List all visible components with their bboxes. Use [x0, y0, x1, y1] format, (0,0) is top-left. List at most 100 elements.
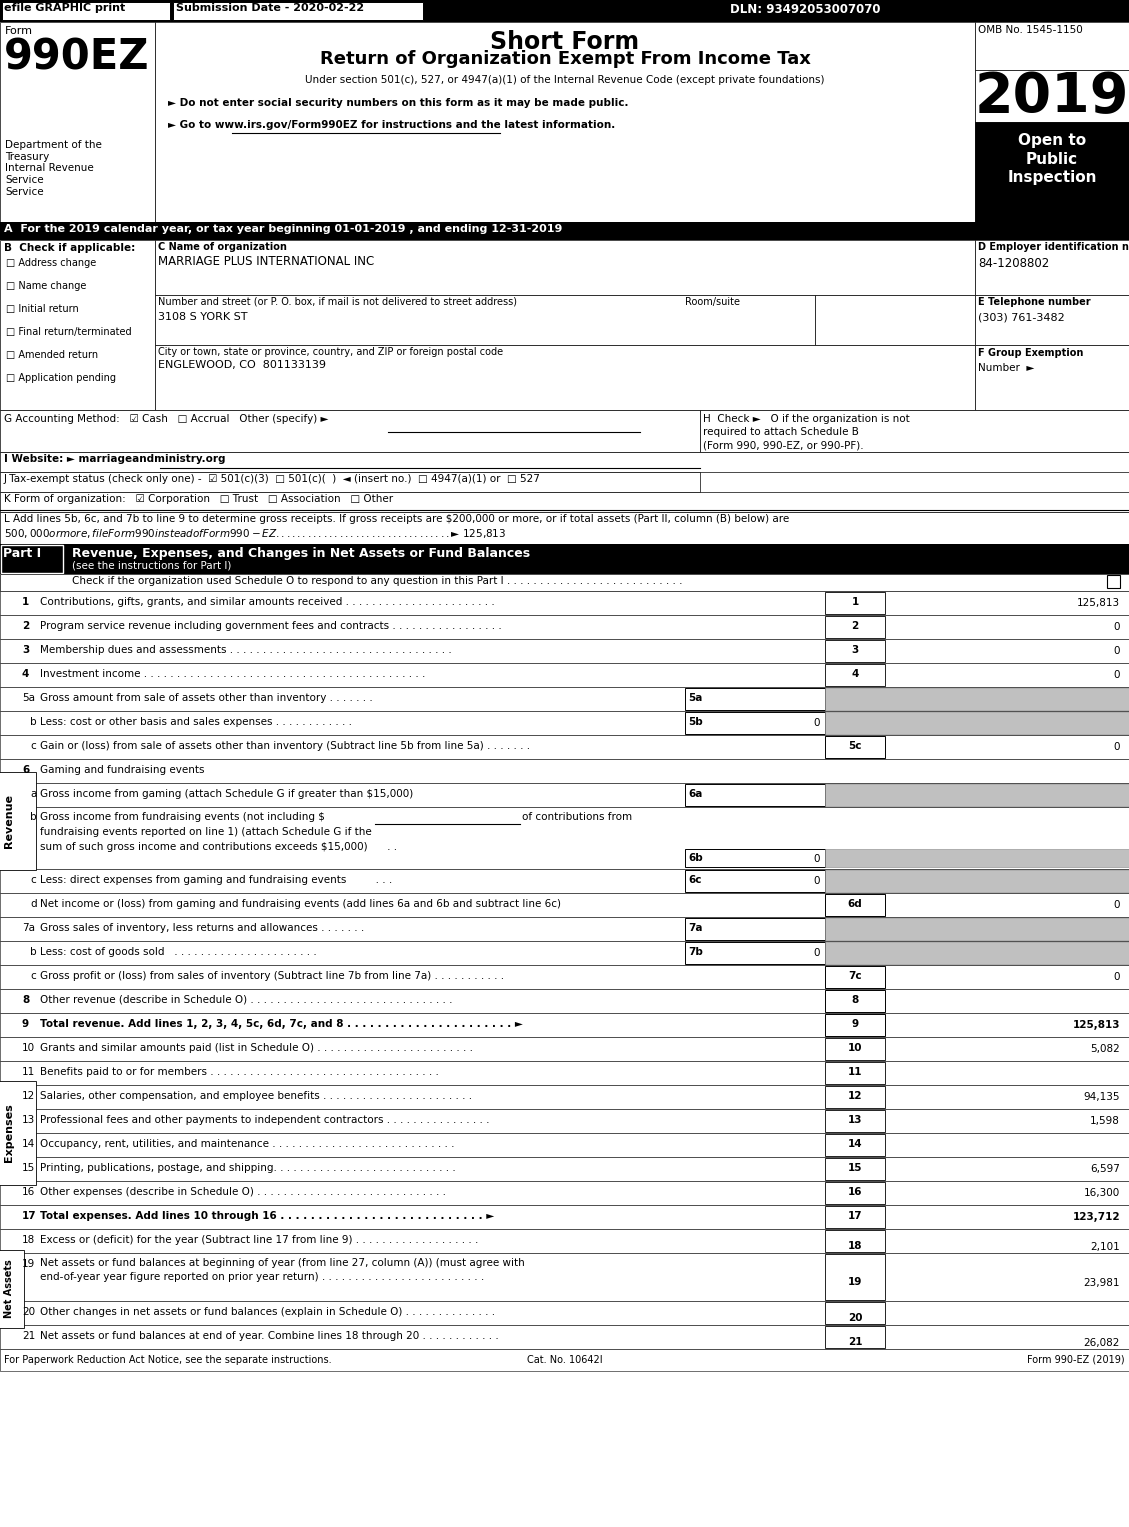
Text: Membership dues and assessments . . . . . . . . . . . . . . . . . . . . . . . . : Membership dues and assessments . . . . …	[40, 644, 452, 655]
Text: Professional fees and other payments to independent contractors . . . . . . . . : Professional fees and other payments to …	[40, 1115, 490, 1125]
Bar	[685, 942, 825, 964]
Bar	[685, 689, 825, 710]
Bar	[0, 806, 1129, 869]
Text: 12: 12	[848, 1090, 863, 1101]
Text: 123,712: 123,712	[1073, 1212, 1120, 1222]
Bar	[825, 592, 885, 614]
Bar	[825, 1110, 885, 1132]
Text: Number  ►: Number ►	[978, 363, 1034, 373]
Text: 8: 8	[851, 996, 859, 1005]
Bar	[825, 783, 1129, 806]
Text: Gaming and fundraising events: Gaming and fundraising events	[40, 765, 204, 776]
Text: 2: 2	[851, 621, 859, 631]
Text: 0: 0	[1113, 899, 1120, 910]
Bar	[0, 1301, 1129, 1325]
Text: Less: cost or other basis and sales expenses . . . . . . . . . . . .: Less: cost or other basis and sales expe…	[40, 718, 352, 727]
Text: 13: 13	[21, 1115, 35, 1125]
Bar	[0, 452, 1129, 472]
Bar	[0, 687, 1129, 712]
Text: J Tax-exempt status (check only one) -  ☑ 501(c)(3)  □ 501(c)(  )  ◄ (insert no.: J Tax-exempt status (check only one) - ☑…	[5, 473, 541, 484]
Text: Grants and similar amounts paid (list in Schedule O) . . . . . . . . . . . . . .: Grants and similar amounts paid (list in…	[40, 1043, 473, 1054]
Text: □ Initial return: □ Initial return	[6, 304, 79, 315]
Text: Part I: Part I	[3, 547, 41, 560]
Text: 9: 9	[21, 1019, 29, 1029]
Bar	[0, 240, 155, 411]
Text: 1: 1	[21, 597, 29, 608]
Text: Gross amount from sale of assets other than inventory . . . . . . .: Gross amount from sale of assets other t…	[40, 693, 373, 702]
Bar	[155, 345, 975, 411]
Text: Form: Form	[5, 26, 33, 37]
Bar	[0, 221, 1129, 240]
Bar	[825, 1135, 885, 1156]
Text: Submission Date - 2020-02-22: Submission Date - 2020-02-22	[176, 3, 365, 14]
Text: Net assets or fund balances at end of year. Combine lines 18 through 20 . . . . : Net assets or fund balances at end of ye…	[40, 1332, 499, 1341]
Bar	[0, 21, 155, 221]
Bar	[975, 295, 1129, 345]
Text: Cat. No. 10642I: Cat. No. 10642I	[527, 1354, 603, 1365]
Bar	[825, 870, 1129, 892]
Text: 17: 17	[848, 1211, 863, 1222]
Text: Net Assets: Net Assets	[5, 1260, 14, 1318]
Text: H  Check ►   O if the organization is not: H Check ► O if the organization is not	[703, 414, 910, 425]
Text: 19: 19	[21, 1258, 35, 1269]
Text: 3: 3	[851, 644, 859, 655]
Bar	[0, 965, 1129, 989]
Bar	[0, 615, 1129, 638]
Text: end-of-year year figure reported on prior year return) . . . . . . . . . . . . .: end-of-year year figure reported on prio…	[40, 1272, 484, 1283]
Bar	[685, 918, 825, 941]
Bar	[825, 1325, 885, 1348]
Bar	[825, 664, 885, 686]
Bar	[0, 544, 1129, 574]
Bar	[0, 663, 1129, 687]
Text: 7a: 7a	[688, 922, 702, 933]
Bar	[825, 849, 1129, 867]
Text: efile GRAPHIC print: efile GRAPHIC print	[5, 3, 125, 14]
Bar	[0, 1229, 1129, 1254]
Bar	[825, 918, 1129, 941]
Text: 6a: 6a	[688, 789, 702, 799]
Bar	[700, 411, 1129, 452]
Text: 990EZ: 990EZ	[5, 37, 149, 79]
Text: 8: 8	[21, 996, 29, 1005]
Text: 5a: 5a	[688, 693, 702, 702]
Text: 0: 0	[1113, 646, 1120, 657]
Bar	[825, 1254, 885, 1299]
Text: c: c	[30, 971, 36, 980]
Bar	[825, 1231, 885, 1252]
Text: E Telephone number: E Telephone number	[978, 296, 1091, 307]
Text: 15: 15	[848, 1164, 863, 1173]
Text: Room/suite: Room/suite	[685, 296, 739, 307]
Text: Revenue: Revenue	[5, 794, 14, 847]
Text: 94,135: 94,135	[1084, 1092, 1120, 1102]
Bar	[155, 240, 975, 295]
Text: 20: 20	[848, 1313, 863, 1322]
Text: Contributions, gifts, grants, and similar amounts received . . . . . . . . . . .: Contributions, gifts, grants, and simila…	[40, 597, 495, 608]
Bar	[0, 411, 700, 452]
Text: Check if the organization used Schedule O to respond to any question in this Par: Check if the organization used Schedule …	[72, 576, 683, 586]
Text: Form 990-EZ (2019): Form 990-EZ (2019)	[1027, 1354, 1124, 1365]
Bar	[685, 712, 825, 734]
Text: Less: cost of goods sold   . . . . . . . . . . . . . . . . . . . . . .: Less: cost of goods sold . . . . . . . .…	[40, 947, 317, 957]
Bar	[975, 122, 1129, 221]
Text: 20: 20	[21, 1307, 35, 1316]
Bar	[155, 295, 815, 345]
Text: Benefits paid to or for members . . . . . . . . . . . . . . . . . . . . . . . . : Benefits paid to or for members . . . . …	[40, 1067, 439, 1077]
Text: 6b: 6b	[688, 854, 702, 863]
Text: 84-1208802: 84-1208802	[978, 257, 1049, 270]
Text: 4: 4	[851, 669, 859, 680]
Text: 0: 0	[1113, 670, 1120, 680]
Bar	[0, 512, 1129, 544]
Text: 2,101: 2,101	[1091, 1241, 1120, 1252]
Bar	[155, 21, 975, 221]
Text: □ Final return/terminated: □ Final return/terminated	[6, 327, 132, 337]
Bar	[825, 1303, 885, 1324]
Text: Gross profit or (loss) from sales of inventory (Subtract line 7b from line 7a) .: Gross profit or (loss) from sales of inv…	[40, 971, 505, 980]
Text: Department of the: Department of the	[5, 140, 102, 150]
Bar	[1, 545, 63, 573]
Text: 14: 14	[848, 1139, 863, 1148]
Text: MARRIAGE PLUS INTERNATIONAL INC: MARRIAGE PLUS INTERNATIONAL INC	[158, 255, 374, 269]
Text: 6d: 6d	[848, 899, 863, 909]
Bar	[0, 1109, 1129, 1133]
Text: 18: 18	[848, 1241, 863, 1251]
Text: Number and street (or P. O. box, if mail is not delivered to street address): Number and street (or P. O. box, if mail…	[158, 296, 517, 307]
